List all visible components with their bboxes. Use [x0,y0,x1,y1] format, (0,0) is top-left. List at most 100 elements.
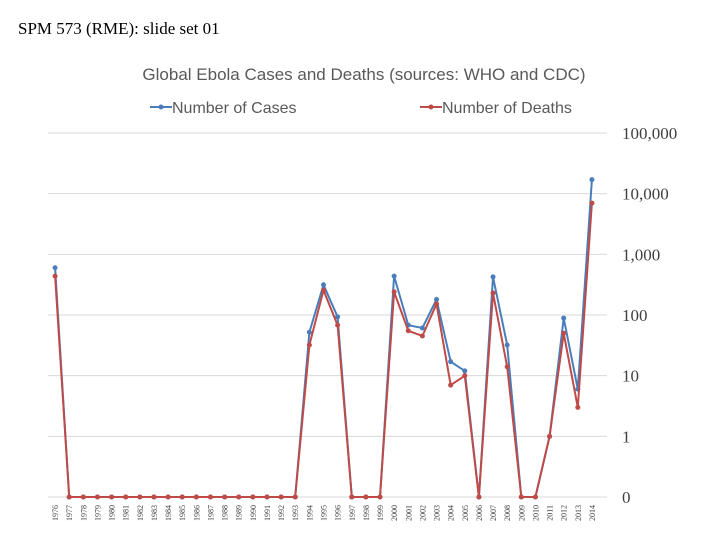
data-point [391,289,397,295]
data-point [448,382,454,388]
legend-label: Number of Deaths [442,100,572,117]
data-point [490,290,496,296]
data-point [448,359,454,365]
data-point [66,494,72,500]
y-tick-label: 1,000 [622,245,660,264]
data-point [137,494,143,500]
data-point [476,494,482,500]
data-point [490,274,496,280]
x-tick-label: 1994 [305,505,314,521]
data-point [589,200,595,206]
y-tick-label: 1 [622,427,631,446]
data-point [363,494,369,500]
data-point [109,494,115,500]
y-tick-label: 10,000 [622,185,669,204]
legend-marker [428,104,434,110]
x-tick-label: 2004 [447,505,456,521]
data-point [391,273,397,279]
data-point [52,265,58,271]
data-point [165,494,171,500]
y-tick-label: 0 [622,488,631,507]
x-tick-label: 1979 [93,505,102,521]
x-tick-label: 1989 [235,505,244,521]
data-point [250,494,256,500]
data-point [561,315,567,321]
y-tick-label: 100,000 [622,124,677,143]
data-point [547,433,553,439]
data-point [335,314,341,320]
slide-header: SPM 573 (RME): slide set 01 [18,19,220,38]
data-point [589,177,595,183]
data-point [462,368,468,374]
data-point [405,328,411,334]
x-tick-label: 1998 [362,505,371,521]
y-tick-label: 10 [622,367,639,386]
data-point [419,325,425,331]
data-point [561,330,567,336]
x-tick-label: 1997 [348,505,357,521]
x-tick-label: 1980 [108,505,117,521]
data-point [377,494,383,500]
x-tick-label: 1984 [164,505,173,521]
x-tick-label: 1988 [221,505,230,521]
x-tick-label: 2011 [546,505,555,521]
x-tick-label: 1976 [51,505,60,521]
data-point [462,373,468,379]
y-tick-label: 100 [622,306,648,325]
x-tick-label: 1985 [178,505,187,521]
data-point [151,494,157,500]
data-point [52,273,58,279]
x-tick-label: 2009 [517,505,526,521]
data-point [123,494,129,500]
x-tick-label: 2013 [574,505,583,521]
data-point [518,494,524,500]
x-tick-label: 2000 [390,505,399,521]
legend-marker [158,104,164,110]
x-tick-label: 1983 [150,505,159,521]
x-tick-label: 2001 [404,505,413,521]
x-tick-label: 1977 [65,505,74,521]
x-tick-label: 1982 [136,505,145,521]
x-tick-label: 1996 [334,505,343,521]
x-tick-label: 2005 [461,505,470,521]
x-tick-label: 1987 [206,505,215,521]
x-tick-label: 1993 [291,505,300,521]
x-tick-label: 2010 [531,505,540,521]
x-tick-label: 1978 [79,505,88,521]
series-line [54,179,593,498]
x-tick-label: 1992 [277,505,286,521]
data-point [321,287,326,293]
x-tick-label: 1986 [192,505,201,521]
data-point [292,494,298,500]
data-point [532,494,538,500]
data-point [179,494,185,500]
data-point [335,322,341,328]
data-point [575,404,581,410]
x-tick-label: 2008 [503,505,512,521]
data-point [504,364,510,370]
data-point [94,494,100,500]
data-point [80,494,86,500]
data-point [419,333,425,339]
data-point [278,494,284,500]
data-point [349,494,355,500]
x-tick-label: 2007 [489,505,498,521]
data-point [222,494,228,500]
data-point [264,494,270,500]
data-point [193,494,199,500]
data-point [236,494,242,500]
x-tick-label: 2002 [418,505,427,521]
data-point [306,342,312,348]
data-point [321,282,326,288]
x-tick-label: 1991 [263,505,272,521]
chart-title: Global Ebola Cases and Deaths (sources: … [142,65,585,84]
data-point [306,329,312,335]
x-tick-label: 1995 [320,505,329,521]
data-point [434,297,440,303]
series-line [54,203,593,498]
legend-label: Number of Cases [172,100,297,117]
x-tick-label: 2012 [560,505,569,521]
x-tick-label: 2014 [588,505,597,521]
x-tick-label: 1999 [376,505,385,521]
